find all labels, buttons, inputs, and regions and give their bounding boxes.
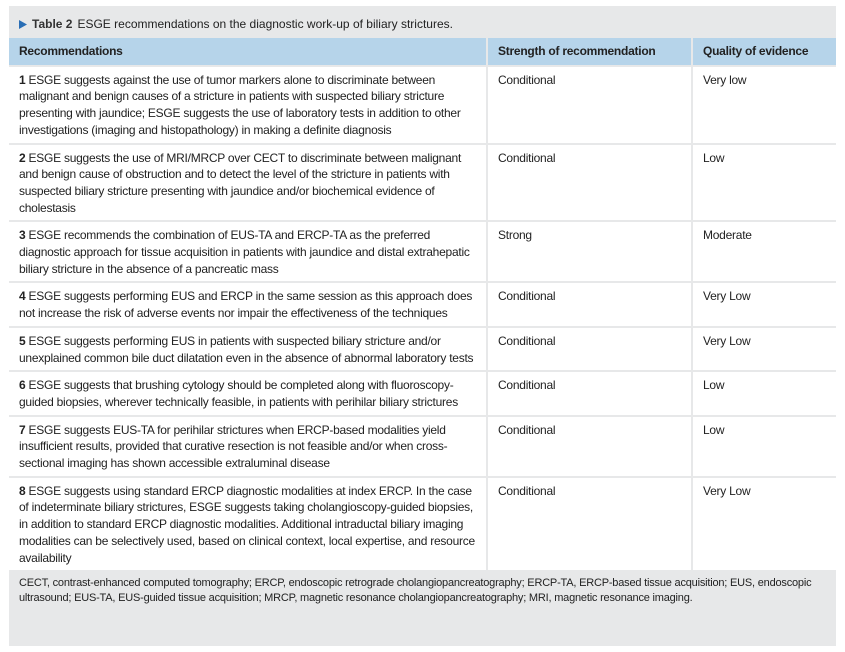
recommendation-text: ESGE suggests the use of MRI/MRCP over C… bbox=[19, 150, 462, 215]
column-header: Quality of evidence bbox=[691, 38, 836, 65]
strength-cell: Conditional bbox=[486, 144, 691, 221]
recommendation-cell: 1 ESGE suggests against the use of tumor… bbox=[9, 66, 486, 143]
recommendation-cell: 2 ESGE suggests the use of MRI/MRCP over… bbox=[9, 144, 486, 221]
recommendation-cell: 4 ESGE suggests performing EUS and ERCP … bbox=[9, 283, 486, 326]
strength-cell: Strong bbox=[486, 222, 691, 282]
recommendation-text: ESGE suggests performing EUS and ERCP in… bbox=[19, 289, 473, 321]
table-row: 7 ESGE suggests EUS-TA for perihilar str… bbox=[9, 416, 836, 476]
recommendation-number: 6 bbox=[19, 378, 26, 393]
quality-cell: Very Low bbox=[691, 327, 836, 371]
recommendation-cell: 3 ESGE recommends the combination of EUS… bbox=[9, 222, 486, 282]
quality-cell: Very Low bbox=[691, 283, 836, 326]
recommendation-text: ESGE suggests using standard ERCP diagno… bbox=[19, 483, 475, 565]
table-row: 8 ESGE suggests using standard ERCP diag… bbox=[9, 477, 836, 571]
quality-cell: Low bbox=[691, 144, 836, 221]
table-row: 4 ESGE suggests performing EUS and ERCP … bbox=[9, 283, 836, 326]
footnote: CECT, contrast-enhanced computed tomogra… bbox=[19, 577, 812, 605]
header-row: Recommendations Strength of recommendatio… bbox=[9, 38, 836, 65]
recommendation-text: ESGE suggests that brushing cytology sho… bbox=[19, 378, 458, 409]
quality-cell: Low bbox=[691, 372, 836, 415]
caption-arrow bbox=[19, 19, 27, 29]
recommendation-number: 1 bbox=[19, 72, 26, 87]
table-body: 1 ESGE suggests against the use of tumor… bbox=[9, 66, 836, 571]
recommendation-number: 7 bbox=[19, 422, 26, 437]
recommendation-text: ESGE suggests performing EUS in patients… bbox=[19, 333, 474, 365]
quality-cell: Moderate bbox=[691, 222, 836, 282]
table-row: 5 ESGE suggests performing EUS in patien… bbox=[9, 327, 836, 371]
table-panel: Table 2 ESGE recommendations on the diag… bbox=[9, 6, 836, 646]
recommendation-cell: 6 ESGE suggests that brushing cytology s… bbox=[9, 372, 486, 415]
caption-title: ESGE recommendations on the diagnostic w… bbox=[77, 17, 453, 31]
recommendation-text: ESGE recommends the combination of EUS-T… bbox=[19, 228, 470, 276]
recommendation-number: 2 bbox=[19, 150, 26, 165]
strength-cell: Conditional bbox=[486, 66, 691, 143]
recommendation-number: 8 bbox=[19, 483, 26, 498]
recommendation-number: 4 bbox=[19, 289, 26, 304]
table: Recommendations Strength of recommendatio… bbox=[9, 36, 836, 572]
table-row: 1 ESGE suggests against the use of tumor… bbox=[9, 66, 836, 143]
caption: Table 2 ESGE recommendations on the diag… bbox=[9, 6, 836, 36]
quality-cell: Very Low bbox=[691, 477, 836, 571]
quality-cell: Low bbox=[691, 416, 836, 476]
strength-cell: Conditional bbox=[486, 416, 691, 476]
column-header: Strength of recommendation bbox=[486, 38, 691, 65]
table-row: 3 ESGE recommends the combination of EUS… bbox=[9, 222, 836, 282]
recommendation-text: ESGE suggests EUS-TA for perihilar stric… bbox=[19, 422, 448, 471]
table-row: 2 ESGE suggests the use of MRI/MRCP over… bbox=[9, 144, 836, 221]
strength-cell: Conditional bbox=[486, 283, 691, 326]
strength-cell: Conditional bbox=[486, 327, 691, 371]
recommendation-number: 5 bbox=[19, 333, 26, 348]
quality-cell: Very low bbox=[691, 66, 836, 143]
table-row: 6 ESGE suggests that brushing cytology s… bbox=[9, 372, 836, 415]
column-header: Recommendations bbox=[9, 38, 486, 65]
recommendation-cell: 8 ESGE suggests using standard ERCP diag… bbox=[9, 477, 486, 571]
strength-cell: Conditional bbox=[486, 372, 691, 415]
recommendation-number: 3 bbox=[19, 228, 26, 243]
recommendation-text: ESGE suggests against the use of tumor m… bbox=[19, 72, 461, 137]
caption-label: Table 2 bbox=[32, 17, 73, 31]
strength-cell: Conditional bbox=[486, 477, 691, 571]
recommendation-cell: 7 ESGE suggests EUS-TA for perihilar str… bbox=[9, 416, 486, 476]
recommendation-cell: 5 ESGE suggests performing EUS in patien… bbox=[9, 327, 486, 371]
